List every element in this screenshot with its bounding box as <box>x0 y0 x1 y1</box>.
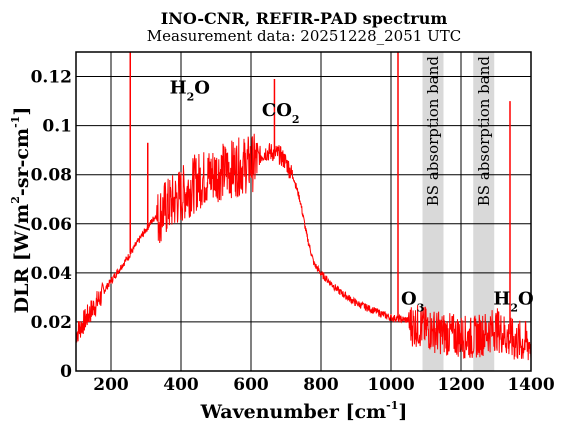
annotation-h2o-right: H2O <box>493 289 533 315</box>
x-tick-label: 1200 <box>437 375 484 395</box>
x-tick-label: 600 <box>233 375 269 395</box>
annotation-layer: H2O CO2 O3 H2O <box>170 78 534 315</box>
band-label-2: BS absorption band <box>475 56 493 207</box>
bands-layer: BS absorption band BS absorption band <box>422 52 495 371</box>
y-tick-label: 0.08 <box>31 166 72 186</box>
annotation-o3: O3 <box>401 289 424 315</box>
y-tick-label: 0.12 <box>31 68 72 88</box>
x-tick-label: 200 <box>93 375 129 395</box>
spectrum-line <box>75 133 532 361</box>
x-axis-label: Wavenumber [cm-1] <box>200 399 408 423</box>
y-tick-label: 0 <box>60 362 72 382</box>
x-tick-label: 1400 <box>507 375 554 395</box>
y-tick-label: 0.04 <box>31 264 73 284</box>
plot-frame <box>75 51 532 372</box>
absorption-band-1 <box>422 52 444 371</box>
y-tick-label: 0.02 <box>31 313 72 333</box>
chart-title: INO-CNR, REFIR-PAD spectrum <box>161 9 448 28</box>
y-axis-label: DLR [W/m2-sr-cm-1] <box>9 107 33 314</box>
x-tick-label: 400 <box>163 375 199 395</box>
y-tick-label: 0.06 <box>31 215 72 235</box>
y-tick-label: 0.1 <box>42 117 72 137</box>
chart-subtitle: Measurement data: 20251228_2051 UTC <box>147 27 461 45</box>
series-layer <box>75 52 532 361</box>
x-tick-label: 1000 <box>367 375 414 395</box>
band-label-1: BS absorption band <box>424 56 442 207</box>
absorption-band-2 <box>473 52 495 371</box>
x-tick-label: 800 <box>303 375 339 395</box>
annotation-h2o-left: H2O <box>170 78 210 104</box>
axes-layer: 200 400 600 800 1000 1200 1400 0 0.02 0.04 0.06 0.0… <box>31 51 555 395</box>
annotation-co2: CO2 <box>262 100 300 126</box>
